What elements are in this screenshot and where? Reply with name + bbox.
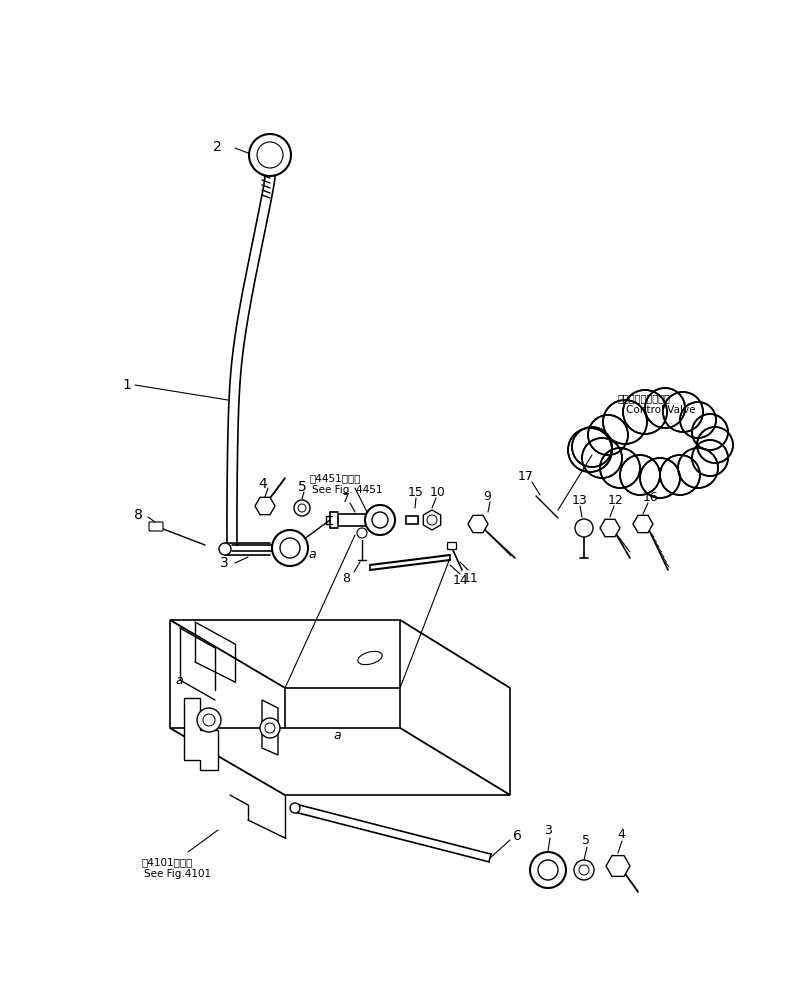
Text: 4: 4 (617, 829, 625, 842)
Polygon shape (590, 408, 715, 478)
Text: 7: 7 (342, 491, 350, 505)
Polygon shape (184, 698, 218, 770)
FancyBboxPatch shape (447, 543, 457, 550)
Text: 10: 10 (430, 485, 446, 499)
Text: See Fig. 4451: See Fig. 4451 (312, 485, 382, 495)
Text: a: a (175, 673, 183, 686)
Text: 9: 9 (483, 489, 491, 503)
Circle shape (260, 718, 280, 738)
Text: 15: 15 (408, 485, 424, 499)
Text: 14: 14 (453, 574, 469, 587)
Polygon shape (170, 620, 510, 688)
Polygon shape (170, 620, 285, 795)
Text: 5: 5 (298, 480, 307, 494)
Circle shape (298, 504, 306, 512)
Text: 13: 13 (572, 493, 588, 507)
Circle shape (265, 723, 275, 733)
Text: 17: 17 (518, 469, 534, 482)
Text: 11: 11 (463, 572, 479, 585)
Text: 5: 5 (582, 834, 590, 847)
Text: 8: 8 (134, 508, 143, 522)
Circle shape (272, 530, 308, 566)
FancyBboxPatch shape (149, 522, 163, 531)
Polygon shape (170, 728, 510, 795)
Circle shape (290, 803, 300, 813)
Text: 第4451図参照: 第4451図参照 (310, 473, 362, 483)
Text: 3: 3 (220, 556, 228, 570)
Polygon shape (590, 408, 715, 478)
Polygon shape (262, 700, 278, 755)
Text: Control Valve: Control Valve (626, 405, 696, 415)
Circle shape (280, 538, 300, 558)
Circle shape (249, 134, 291, 176)
Circle shape (219, 543, 231, 555)
Circle shape (365, 505, 395, 535)
Ellipse shape (358, 651, 382, 664)
Text: 12: 12 (608, 493, 624, 507)
Circle shape (203, 714, 215, 726)
Circle shape (294, 500, 310, 516)
Circle shape (357, 528, 367, 538)
Circle shape (579, 865, 589, 875)
Text: 4: 4 (258, 477, 267, 491)
Text: コントロールバルブ: コントロールバルブ (618, 393, 671, 403)
Circle shape (574, 860, 594, 880)
Text: See Fig.4101: See Fig.4101 (144, 869, 211, 879)
Text: 3: 3 (544, 825, 552, 838)
Text: 1: 1 (122, 378, 131, 392)
Text: 2: 2 (213, 140, 221, 154)
Circle shape (538, 860, 558, 880)
Circle shape (575, 519, 593, 537)
Circle shape (372, 512, 388, 528)
Text: 16: 16 (643, 490, 659, 504)
Text: 8: 8 (342, 572, 350, 585)
Circle shape (530, 852, 566, 888)
Circle shape (427, 515, 437, 525)
Text: 6: 6 (513, 829, 522, 843)
Text: a: a (308, 548, 316, 561)
Text: a: a (333, 728, 341, 741)
Polygon shape (400, 620, 510, 795)
Circle shape (257, 142, 283, 168)
Circle shape (197, 708, 221, 732)
Text: 第4101図参照: 第4101図参照 (142, 857, 193, 867)
